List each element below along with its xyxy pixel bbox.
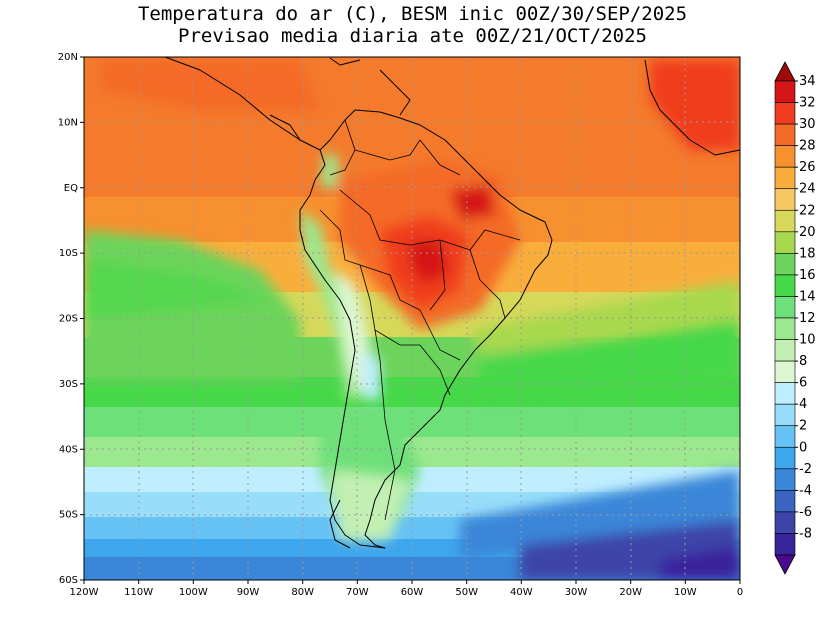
colorbar-segment: [774, 123, 796, 146]
colorbar-label: 14: [799, 289, 816, 304]
lon-label: 30W: [565, 587, 588, 598]
colorbar-segment: [774, 382, 796, 405]
colorbar-label: 24: [799, 182, 816, 197]
colorbar-segment: [774, 188, 796, 211]
lon-label: 70W: [346, 587, 369, 598]
colorbar-label: 8: [799, 354, 807, 369]
colorbar-label: 0: [799, 440, 807, 455]
colorbar-segment: [774, 511, 796, 534]
lat-label: 50S: [59, 510, 78, 521]
colorbar-segment: [774, 360, 796, 383]
colorbar-segment: [774, 274, 796, 297]
colorbar-segment: [774, 490, 796, 513]
lon-label: 50W: [455, 587, 478, 598]
lat-label: 60S: [59, 575, 78, 586]
colorbar-segment: [774, 166, 796, 190]
colorbar-label: 6: [799, 376, 807, 391]
colorbar-label: 34: [799, 74, 816, 89]
colorbar-segment: [774, 533, 796, 556]
coastlines: [164, 56, 741, 549]
colorbar-segment: [774, 102, 796, 125]
colorbar-label: -8: [799, 526, 812, 541]
lon-label: 100W: [179, 587, 208, 598]
lon-label: 90W: [237, 587, 260, 598]
colorbar-label: -4: [799, 483, 812, 498]
lat-label: 30S: [59, 379, 78, 390]
chart-title: Temperatura do ar (C), BESM inic 00Z/30/…: [137, 3, 688, 25]
lat-label: EQ: [64, 183, 78, 194]
latitude-axis: 20N 10N EQ 10S 20S 30S 40S 50S 60S: [58, 52, 84, 586]
colorbar-label: 22: [799, 203, 816, 218]
lon-label: 20W: [619, 587, 642, 598]
colorbar-segment: [774, 231, 796, 254]
longitude-axis: 120W 110W 100W 90W 80W 70W 60W 50W 40W 30W 20W 10W 0: [70, 580, 743, 598]
colorbar-label: 12: [799, 311, 816, 326]
lat-label: 40S: [59, 444, 78, 455]
colorbar-label: 10: [799, 333, 816, 348]
lon-label: 40W: [510, 587, 533, 598]
lat-label: 20N: [58, 52, 78, 63]
colorbar-label: 26: [799, 160, 816, 175]
colorbar-segment: [774, 145, 796, 168]
colorbar-label: 16: [799, 268, 816, 283]
colorbar-segment: [774, 296, 796, 319]
colorbar-label: 2: [799, 419, 807, 434]
colorbar-label: 30: [799, 117, 816, 132]
lat-label: 20S: [59, 314, 78, 325]
colorbar-segment: [774, 209, 796, 233]
colorbar-label: 18: [799, 246, 816, 261]
colorbar-label: 20: [799, 225, 816, 240]
colorbar-label: 32: [799, 96, 816, 111]
lon-label: 110W: [124, 587, 153, 598]
colorbar-segment: [774, 425, 796, 448]
colorbar-min-triangle: [774, 554, 796, 575]
lon-label: 0: [737, 587, 743, 598]
lon-label: 120W: [70, 587, 99, 598]
lon-label: 80W: [291, 587, 314, 598]
colorbar-label: -6: [799, 505, 812, 520]
colorbar-segment: [774, 80, 796, 103]
graticule: [84, 57, 740, 580]
colorbar-label: -2: [799, 462, 812, 477]
colorbar-label: 28: [799, 139, 816, 154]
colorbar-segment: [774, 468, 796, 491]
colorbar-label: 4: [799, 397, 807, 412]
lon-label: 10W: [674, 587, 697, 598]
colorbar-segment: [774, 403, 796, 427]
lon-label: 60W: [401, 587, 424, 598]
colorbar-segment: [774, 339, 796, 362]
lat-label: 10N: [58, 117, 78, 128]
colorbar-segment: [774, 253, 796, 276]
chart-subtitle: Previsao media diaria ate 00Z/21/OCT/202…: [178, 25, 647, 47]
colorbar-segment: [774, 446, 796, 470]
country-borders: [319, 119, 521, 521]
lat-label: 10S: [59, 248, 78, 259]
colorbar-max-triangle: [774, 61, 796, 82]
colorbar-segment: [774, 317, 796, 340]
